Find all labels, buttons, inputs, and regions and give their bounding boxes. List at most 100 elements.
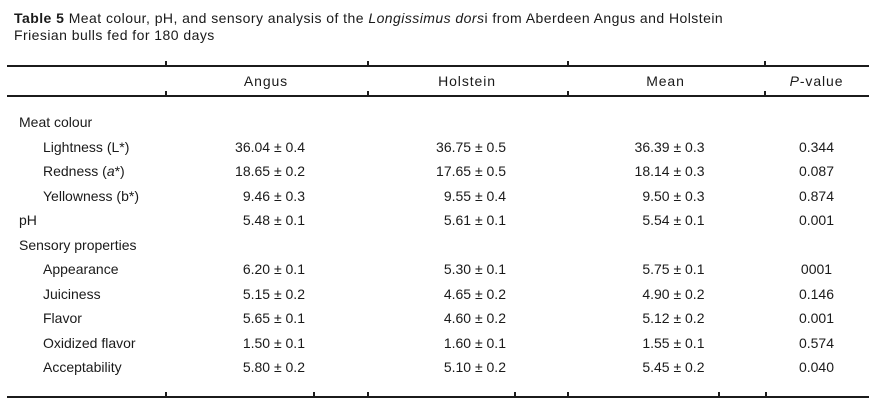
column-boundary-tick xyxy=(514,392,516,398)
table-row: Acceptability 5.80 ± 0.2 5.10 ± 0.2 5.45 ± … xyxy=(7,355,869,380)
value-text: 4.90 ± 0.2 xyxy=(642,285,705,302)
row-label: Meat colour xyxy=(7,114,165,130)
cell-angus: 1.50 ± 0.1 xyxy=(165,335,367,351)
cell-angus: 5.80 ± 0.2 xyxy=(165,359,367,375)
table-caption: Table 5 Meat colour, pH, and sensory ana… xyxy=(14,10,864,44)
table-body: Meat colour Lightness (L*) 36.04 ± 0.4 36.7… xyxy=(7,97,869,380)
row-label-text: Appearance xyxy=(43,261,119,278)
cell-holstein: 5.10 ± 0.2 xyxy=(367,359,567,375)
cell-mean: 5.45 ± 0.2 xyxy=(567,359,764,375)
cell-holstein: 4.65 ± 0.2 xyxy=(367,286,567,302)
value-text: 36.75 ± 0.5 xyxy=(436,138,506,155)
column-boundary-tick xyxy=(367,61,369,67)
value-text: 5.48 ± 0.1 xyxy=(242,212,305,229)
cell-holstein: 5.61 ± 0.1 xyxy=(367,212,567,228)
cell-angus: 5.48 ± 0.1 xyxy=(165,212,367,228)
table-row: Oxidized flavor 1.50 ± 0.1 1.60 ± 0.1 1.55 … xyxy=(7,331,869,356)
value-text: 5.54 ± 0.1 xyxy=(642,212,705,229)
value-text: 9.50 ± 0.3 xyxy=(642,187,705,204)
row-label-text: Meat colour xyxy=(19,114,93,131)
header-pvalue: P-value xyxy=(764,73,869,89)
row-label: Lightness (L*) xyxy=(7,139,165,155)
value-text: 5.45 ± 0.2 xyxy=(642,359,705,376)
row-label: Juiciness xyxy=(7,286,165,302)
row-label-text: Sensory properties xyxy=(19,236,137,253)
value-text: 18.14 ± 0.3 xyxy=(634,163,705,180)
value-text: 4.60 ± 0.2 xyxy=(443,310,506,327)
caption-line1-rest: i from Aberdeen Angus and Holstein xyxy=(484,10,724,26)
table-header-rule xyxy=(7,95,869,97)
cell-angus: 6.20 ± 0.1 xyxy=(165,261,367,277)
cell-mean: 5.75 ± 0.1 xyxy=(567,261,764,277)
cell-pvalue: 0.146 xyxy=(798,285,835,302)
table-row: Flavor 5.65 ± 0.1 4.60 ± 0.2 5.12 ± 0.2 0.00… xyxy=(7,306,869,331)
column-boundary-tick xyxy=(313,392,315,398)
table-row: Appearance 6.20 ± 0.1 5.30 ± 0.1 5.75 ± 0.1… xyxy=(7,257,869,282)
row-label-text: Lightness (L*) xyxy=(43,138,130,155)
row-label-post: *) xyxy=(114,163,125,180)
cell-holstein: 9.55 ± 0.4 xyxy=(367,188,567,204)
row-label-text: Redness ( xyxy=(43,163,107,180)
section-row: Sensory properties xyxy=(7,233,869,258)
value-text: 9.55 ± 0.4 xyxy=(443,187,506,204)
row-label-text: Oxidized flavor xyxy=(43,334,136,351)
row-label: Redness (a*) xyxy=(7,163,165,179)
row-label: Flavor xyxy=(7,310,165,326)
value-text: 36.04 ± 0.4 xyxy=(235,138,305,155)
column-boundary-tick xyxy=(567,61,569,67)
value-text: 1.50 ± 0.1 xyxy=(242,334,305,351)
section-row: Meat colour xyxy=(7,110,869,135)
cell-angus: 5.15 ± 0.2 xyxy=(165,286,367,302)
cell-pvalue: 0.874 xyxy=(798,187,835,204)
value-text: 6.20 ± 0.1 xyxy=(242,261,305,278)
value-text: 5.75 ± 0.1 xyxy=(642,261,705,278)
value-text: 5.10 ± 0.2 xyxy=(443,359,506,376)
value-text: 36.39 ± 0.3 xyxy=(634,138,705,155)
header-holstein: Holstein xyxy=(438,73,496,89)
cell-mean: 1.55 ± 0.1 xyxy=(567,335,764,351)
value-text: 5.12 ± 0.2 xyxy=(642,310,705,327)
row-label-text: pH xyxy=(19,212,37,229)
caption-text: Meat colour, pH, and sensory analysis of… xyxy=(64,10,369,26)
cell-angus: 5.65 ± 0.1 xyxy=(165,310,367,326)
cell-mean: 5.54 ± 0.1 xyxy=(567,212,764,228)
caption-label: Table 5 xyxy=(14,10,65,26)
cell-pvalue: 0.001 xyxy=(798,212,835,229)
table-row: pH 5.48 ± 0.1 5.61 ± 0.1 5.54 ± 0.1 0.001 xyxy=(7,208,869,233)
cell-pvalue: 0.040 xyxy=(798,359,835,376)
cell-holstein: 5.30 ± 0.1 xyxy=(367,261,567,277)
table-row: Juiciness 5.15 ± 0.2 4.65 ± 0.2 4.90 ± 0.2 0… xyxy=(7,282,869,307)
column-boundary-tick xyxy=(165,392,167,398)
cell-angus: 18.65 ± 0.2 xyxy=(165,163,367,179)
value-text: 5.80 ± 0.2 xyxy=(242,359,305,376)
cell-mean: 36.39 ± 0.3 xyxy=(567,139,764,155)
column-boundary-tick xyxy=(567,392,569,398)
row-label-italic: a xyxy=(106,163,115,180)
column-boundary-tick xyxy=(718,392,720,398)
column-boundary-tick xyxy=(165,61,167,67)
cell-angus: 36.04 ± 0.4 xyxy=(165,139,367,155)
header-mean: Mean xyxy=(646,73,685,89)
cell-mean: 9.50 ± 0.3 xyxy=(567,188,764,204)
value-text: 5.30 ± 0.1 xyxy=(443,261,506,278)
column-boundary-tick xyxy=(367,91,369,97)
header-pvalue-italic: P xyxy=(789,73,800,89)
cell-holstein: 36.75 ± 0.5 xyxy=(367,139,567,155)
table-row: Lightness (L*) 36.04 ± 0.4 36.75 ± 0.5 36.3… xyxy=(7,135,869,160)
row-label: Yellowness (b*) xyxy=(7,188,165,204)
cell-pvalue: 0001 xyxy=(800,261,833,278)
value-text: 5.15 ± 0.2 xyxy=(242,285,305,302)
header-pvalue-rest: -value xyxy=(799,73,844,89)
column-boundary-tick xyxy=(764,61,766,67)
column-boundary-tick xyxy=(165,91,167,97)
column-boundary-tick xyxy=(765,392,767,398)
caption-line2: Friesian bulls fed for 180 days xyxy=(14,27,215,43)
cell-holstein: 1.60 ± 0.1 xyxy=(367,335,567,351)
table-row: Redness (a*) 18.65 ± 0.2 17.65 ± 0.5 18.14 … xyxy=(7,159,869,184)
column-boundary-tick xyxy=(367,392,369,398)
value-text: 18.65 ± 0.2 xyxy=(235,163,305,180)
data-table: Angus Holstein Mean P-value Meat colour L… xyxy=(7,61,869,401)
row-label-text: Juiciness xyxy=(43,285,101,302)
row-label: Acceptability xyxy=(7,359,165,375)
value-text: 4.65 ± 0.2 xyxy=(443,285,506,302)
